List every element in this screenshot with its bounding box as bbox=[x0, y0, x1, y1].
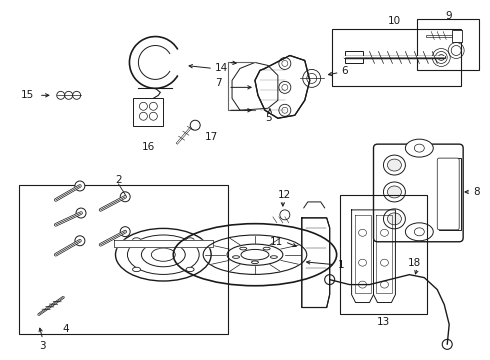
Circle shape bbox=[73, 91, 81, 99]
Circle shape bbox=[120, 227, 130, 237]
Ellipse shape bbox=[133, 267, 141, 272]
Ellipse shape bbox=[384, 209, 405, 229]
Text: 18: 18 bbox=[408, 258, 421, 268]
Circle shape bbox=[57, 91, 65, 99]
FancyBboxPatch shape bbox=[452, 30, 462, 41]
Ellipse shape bbox=[405, 223, 433, 241]
Text: 10: 10 bbox=[388, 15, 401, 26]
Text: 9: 9 bbox=[445, 11, 451, 21]
Circle shape bbox=[280, 210, 290, 220]
Ellipse shape bbox=[359, 229, 367, 236]
Text: 6: 6 bbox=[342, 67, 348, 76]
Text: 4: 4 bbox=[62, 324, 69, 334]
Bar bbox=[19, 185, 228, 334]
Text: 11: 11 bbox=[270, 237, 283, 247]
Ellipse shape bbox=[133, 238, 141, 242]
Ellipse shape bbox=[186, 267, 194, 272]
Circle shape bbox=[75, 181, 85, 191]
Ellipse shape bbox=[384, 182, 405, 202]
Text: 12: 12 bbox=[278, 190, 291, 200]
Text: 2: 2 bbox=[115, 175, 122, 185]
Text: 7: 7 bbox=[215, 78, 222, 88]
Bar bbox=[133, 98, 163, 126]
Bar bbox=[417, 19, 479, 71]
Text: 16: 16 bbox=[142, 142, 155, 152]
Text: 17: 17 bbox=[205, 132, 219, 142]
Text: 8: 8 bbox=[473, 187, 480, 197]
Ellipse shape bbox=[380, 229, 389, 236]
Text: 13: 13 bbox=[377, 318, 390, 328]
Circle shape bbox=[75, 236, 85, 246]
Bar bbox=[332, 28, 461, 86]
Ellipse shape bbox=[380, 259, 389, 266]
Bar bbox=[439, 158, 461, 230]
Circle shape bbox=[325, 275, 335, 285]
Circle shape bbox=[190, 120, 200, 130]
Ellipse shape bbox=[388, 213, 401, 225]
Text: 14: 14 bbox=[215, 63, 228, 73]
Polygon shape bbox=[255, 55, 310, 118]
Polygon shape bbox=[302, 218, 330, 307]
Circle shape bbox=[120, 192, 130, 202]
Ellipse shape bbox=[384, 155, 405, 175]
Bar bbox=[340, 195, 427, 315]
FancyBboxPatch shape bbox=[437, 158, 459, 230]
Ellipse shape bbox=[388, 159, 401, 171]
Ellipse shape bbox=[388, 186, 401, 198]
Ellipse shape bbox=[186, 238, 194, 242]
FancyBboxPatch shape bbox=[373, 144, 463, 242]
Text: 1: 1 bbox=[338, 260, 344, 270]
Ellipse shape bbox=[359, 281, 367, 288]
Text: 5: 5 bbox=[265, 113, 271, 123]
Ellipse shape bbox=[380, 281, 389, 288]
Circle shape bbox=[76, 208, 86, 218]
Circle shape bbox=[65, 91, 73, 99]
Circle shape bbox=[442, 339, 452, 349]
Text: 15: 15 bbox=[21, 90, 34, 100]
Ellipse shape bbox=[359, 259, 367, 266]
FancyBboxPatch shape bbox=[344, 51, 363, 63]
Polygon shape bbox=[114, 240, 213, 247]
Ellipse shape bbox=[405, 139, 433, 157]
Text: 3: 3 bbox=[39, 341, 46, 351]
